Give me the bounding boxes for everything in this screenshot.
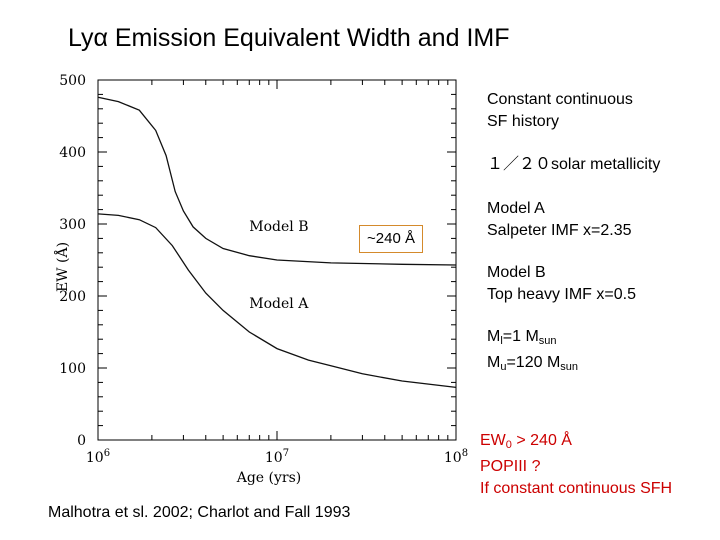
- x-tick-label: 106: [86, 448, 110, 466]
- y-tick-label: 200: [59, 289, 86, 305]
- sf-history-line: Constant continuous: [487, 91, 633, 108]
- model-a-note: Model A Salpeter IMF x=2.35: [487, 198, 632, 242]
- mass-limits-note: Ml=1 Msun Mu=120 Msun: [487, 326, 578, 378]
- model-b-note: Model B Top heavy IMF x=0.5: [487, 262, 636, 306]
- upper-mass-limit: Mu=120 Msun: [487, 354, 579, 373]
- model-b-imf: Top heavy IMF x=0.5: [487, 286, 636, 303]
- ew-threshold-line: EW0 > 240 Å: [480, 432, 572, 451]
- sf-history-line: SF history: [487, 113, 560, 130]
- citation: Malhotra et sl. 2002; Charlot and Fall 1…: [48, 504, 351, 521]
- x-axis-label: Age (yrs): [236, 470, 302, 486]
- metallicity-note: １／２０solar metallicity: [487, 154, 660, 176]
- popiii-conclusion: EW0 > 240 Å POPIII ? If constant continu…: [480, 430, 672, 500]
- series-label: Model B: [249, 219, 308, 235]
- ew-threshold-callout: ~240 Å: [359, 225, 423, 253]
- model-a-imf: Salpeter IMF x=2.35: [487, 222, 632, 239]
- y-tick-label: 400: [59, 145, 86, 161]
- y-tick-label: 100: [59, 361, 86, 377]
- series-line-model-b: [97, 96, 457, 266]
- y-axis-label: EW (Å): [53, 242, 71, 292]
- series-line-model-a: [97, 213, 457, 389]
- model-a-name: Model A: [487, 200, 545, 217]
- model-b-name: Model B: [487, 264, 546, 281]
- slide-title: Lyα Emission Equivalent Width and IMF: [68, 24, 510, 52]
- popiii-line: POPIII ?: [480, 458, 541, 475]
- y-tick-label: 500: [59, 73, 86, 89]
- x-tick-label: 108: [444, 448, 468, 466]
- metallicity-line: １／２０solar metallicity: [487, 156, 661, 173]
- chart-plot-layer: 0 100 200 300 400 500 106 107 108 Model B Model A: [59, 73, 468, 466]
- sf-history-note: Constant continuous SF history: [487, 89, 633, 133]
- series-label: Model A: [249, 296, 309, 312]
- x-tick-label: 107: [265, 448, 289, 466]
- lower-mass-limit: Ml=1 Msun: [487, 328, 557, 347]
- y-tick-label: 300: [59, 217, 86, 233]
- y-tick-label: 0: [77, 433, 86, 449]
- sfh-condition-line: If constant continuous SFH: [480, 480, 673, 497]
